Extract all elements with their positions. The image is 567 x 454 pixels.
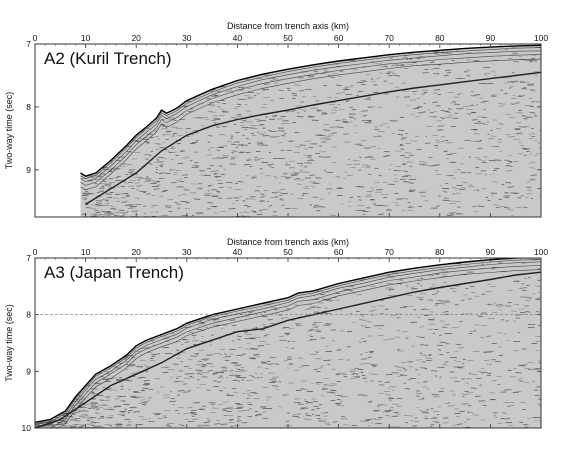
x-tick-label: 100 — [534, 247, 548, 257]
layer-line — [80, 47, 541, 179]
layer-line — [80, 58, 541, 191]
panel-1: 0 10 20 30 40 50 60 70 80 90 100 7 8 9 Distance from t… — [4, 21, 548, 218]
x-tick-label: 80 — [435, 247, 445, 257]
x-tick-label: 70 — [384, 247, 394, 257]
x-tick-label: 40 — [233, 247, 243, 257]
panel-label: A3 (Japan Trench) — [44, 263, 184, 282]
x-tick-label: 80 — [435, 33, 445, 43]
sediment-fill — [80, 45, 541, 217]
panel-2: 0 10 20 30 40 50 60 70 80 90 100 7 8 9 10 Distance from… — [4, 237, 548, 433]
y-tick-label: 10 — [22, 423, 32, 433]
strong-reflector — [35, 271, 541, 428]
y-axis-title: Two-way time (sec) — [4, 92, 14, 170]
x-tick-label: 20 — [131, 33, 141, 43]
x-axis-title: Distance from trench axis (km) — [227, 237, 349, 247]
x-tick-label: 60 — [334, 33, 344, 43]
layer-line — [80, 50, 541, 182]
x-axis-title: Distance from trench axis (km) — [227, 21, 349, 31]
x-tick-label: 50 — [283, 33, 293, 43]
y-tick-label: 7 — [26, 253, 31, 263]
x-tick-label: 100 — [534, 33, 548, 43]
layer-line — [49, 265, 541, 428]
sediment-layers — [80, 47, 541, 191]
x-tick-label: 30 — [182, 33, 192, 43]
sediment-fill — [35, 258, 541, 428]
layer-line — [80, 54, 541, 186]
seafloor-line — [80, 44, 541, 177]
y-tick-label: 9 — [26, 165, 31, 175]
x-tick-label: 10 — [81, 33, 91, 43]
x-tick-label: 40 — [233, 33, 243, 43]
y-tick-label: 7 — [26, 39, 31, 49]
y-tick-label: 9 — [26, 366, 31, 376]
strong-reflector — [85, 71, 541, 205]
x-tick-label: 20 — [131, 247, 141, 257]
panel-label: A2 (Kuril Trench) — [44, 49, 172, 68]
x-tick-label: 0 — [33, 247, 38, 257]
sediment-layers — [35, 259, 541, 428]
layer-line — [57, 269, 541, 428]
x-tick-label: 0 — [33, 33, 38, 43]
layer-line — [35, 259, 541, 426]
seafloor-line — [35, 258, 532, 423]
y-axis-title: Two-way time (sec) — [4, 304, 14, 382]
layer-line — [35, 261, 541, 428]
y-tick-label: 8 — [26, 310, 31, 320]
x-tick-label: 90 — [486, 247, 496, 257]
seismic-texture — [80, 45, 541, 217]
x-tick-label: 90 — [486, 33, 496, 43]
y-tick-label: 8 — [26, 102, 31, 112]
x-tick-label: 30 — [182, 247, 192, 257]
x-tick-label: 60 — [334, 247, 344, 257]
x-tick-label: 70 — [384, 33, 394, 43]
x-tick-label: 10 — [81, 247, 91, 257]
x-tick-label: 50 — [283, 247, 293, 257]
